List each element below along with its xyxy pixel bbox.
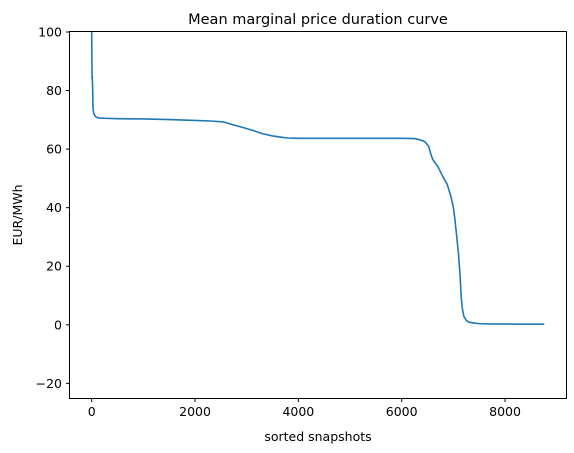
x-tick-label: 2000 (179, 404, 211, 419)
chart-title: Mean marginal price duration curve (188, 12, 448, 28)
y-tick-label: 80 (46, 83, 62, 98)
series-layer (90, 32, 545, 326)
y-tick-label: 40 (46, 200, 62, 215)
plot-area: 0 2000 4000 6000 8000 −20 0 20 40 60 80 100 (36, 25, 567, 419)
series-line-0 (90, 32, 545, 326)
y-tick-label: 0 (54, 317, 62, 332)
y-axis-label: EUR/MWh (10, 184, 25, 245)
y-axis: −20 0 20 40 60 80 100 (36, 25, 70, 391)
x-tick-label: 0 (88, 404, 96, 419)
y-tick-label: −20 (36, 376, 62, 391)
x-tick-label: 6000 (386, 404, 418, 419)
y-tick-label: 60 (46, 142, 62, 157)
x-tick-label: 8000 (489, 404, 521, 419)
x-axis-label: sorted snapshots (264, 429, 371, 444)
y-tick-label: 100 (38, 25, 62, 40)
y-tick-label: 20 (46, 259, 62, 274)
x-tick-label: 4000 (282, 404, 314, 419)
plot-frame (69, 31, 567, 399)
x-axis: 0 2000 4000 6000 8000 (88, 398, 521, 419)
